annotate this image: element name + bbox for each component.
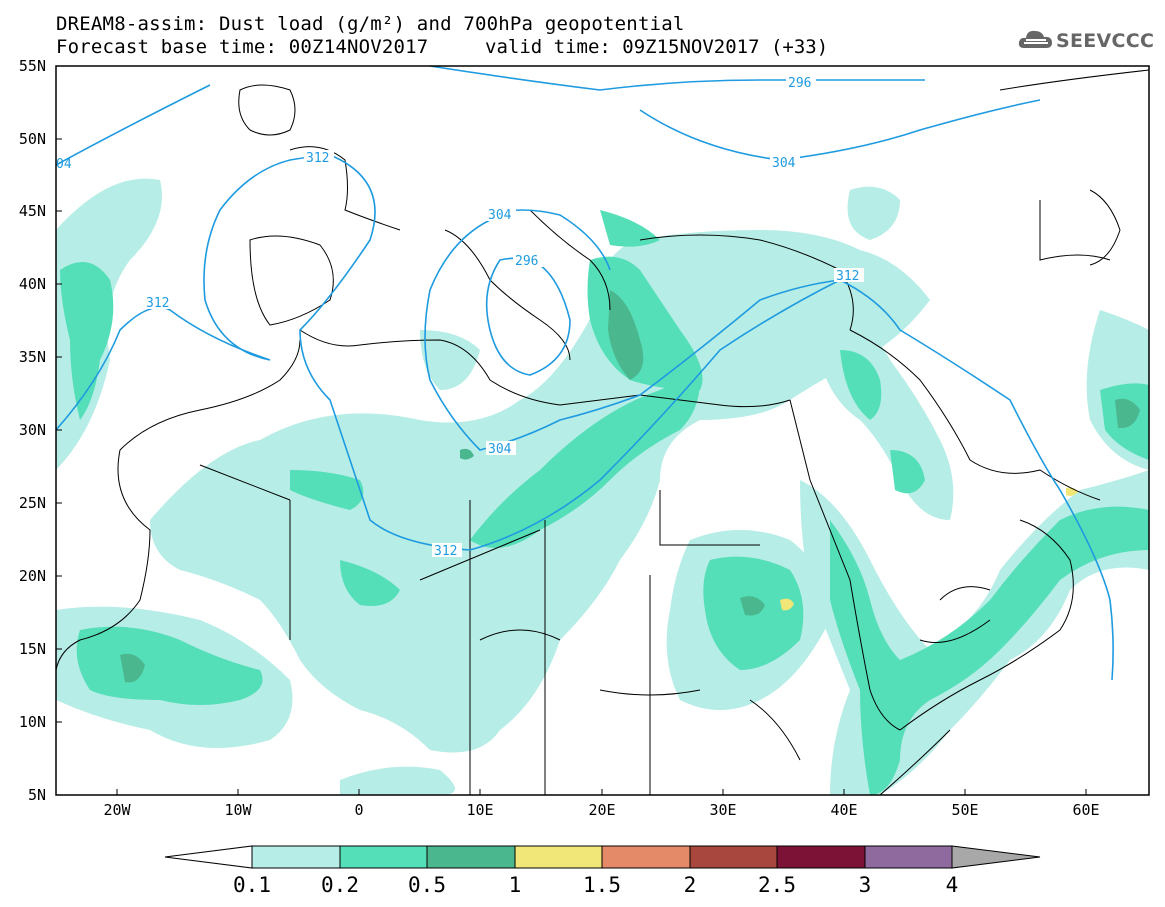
colorbar-tick: 0.2 (321, 873, 359, 897)
cloud-icon (1018, 30, 1052, 48)
colorbar-bin (251, 845, 341, 869)
colorbar-tick: 1 (509, 873, 522, 897)
latitude-labels: 55N 50N 45N 40N 35N 30N 25N 20N 15N 10N … (19, 57, 46, 804)
lon-label: 40E (830, 801, 857, 819)
logo-text: SEEVCCC (1056, 30, 1155, 52)
contour-labels: 296 304 312 304 296 312 304 312 312 04 (56, 75, 864, 559)
lat-label: 40N (19, 275, 46, 293)
contour-label: 304 (488, 442, 512, 457)
colorbar-bin (339, 845, 428, 869)
lon-label: 0 (354, 801, 363, 819)
geopotential-contours (56, 66, 1114, 681)
contour-label: 04 (56, 157, 72, 172)
lon-label: 10E (466, 801, 493, 819)
heavy-dust-areas (120, 290, 1140, 683)
coastlines-and-borders (56, 69, 1149, 795)
colorbar-tick: 2.5 (758, 873, 796, 897)
lat-label: 15N (19, 640, 46, 658)
lon-label: 50E (951, 801, 978, 819)
colorbar-tick: 0.5 (408, 873, 446, 897)
medium-dust-areas (60, 210, 1149, 795)
valid-time: valid time: 09Z15NOV2017 (+33) (485, 36, 829, 58)
lat-label: 45N (19, 202, 46, 220)
contour-label: 312 (146, 296, 169, 311)
forecast-base-time: Forecast base time: 00Z14NOV2017 (56, 36, 429, 58)
colorbar-bin (689, 845, 778, 869)
contour-label: 304 (772, 156, 796, 171)
lat-label: 55N (19, 57, 46, 75)
contour-label: 312 (306, 151, 329, 166)
colorbar-min-arrow (164, 845, 253, 869)
lat-label: 20N (19, 567, 46, 585)
lat-label: 10N (19, 713, 46, 731)
axis-ticks (56, 65, 1087, 795)
lon-label: 20W (103, 801, 131, 819)
colorbar-bin (601, 845, 691, 869)
contour-label: 296 (788, 76, 811, 91)
lon-label: 20E (588, 801, 615, 819)
contour-label: 296 (515, 254, 538, 269)
colorbar-bin (776, 845, 866, 869)
contour-label: 304 (488, 208, 512, 223)
colorbar-tick: 3 (859, 873, 872, 897)
lat-label: 5N (28, 786, 46, 804)
contour-label: 312 (836, 269, 859, 284)
lon-label: 60E (1072, 801, 1099, 819)
colorbar-bin (514, 845, 603, 869)
contour-label: 312 (434, 544, 457, 559)
lat-label: 30N (19, 421, 46, 439)
map-title: DREAM8-assim: Dust load (g/m²) and 700hP… (56, 13, 685, 35)
colorbar-tick: 4 (946, 873, 959, 897)
colorbar-bin (864, 845, 953, 869)
lat-label: 25N (19, 494, 46, 512)
colorbar-bin (426, 845, 516, 869)
colorbar-tick: 1.5 (583, 873, 621, 897)
colorbar-ticks: 0.1 0.2 0.5 1 1.5 2 2.5 3 4 (233, 873, 958, 897)
colorbar-max-arrow (951, 845, 1041, 869)
lon-label: 30E (709, 801, 736, 819)
lat-label: 35N (19, 348, 46, 366)
dust-fields (56, 66, 1149, 795)
colorbar-tick: 2 (684, 873, 697, 897)
colorbar-tick: 0.1 (233, 873, 271, 897)
lon-label: 10W (224, 801, 252, 819)
seevccc-logo: SEEVCCC (1018, 26, 1158, 56)
lat-label: 50N (19, 130, 46, 148)
colorbar (164, 845, 1041, 869)
longitude-labels: 20W 10W 0 10E 20E 30E 40E 50E 60E (103, 801, 1099, 819)
